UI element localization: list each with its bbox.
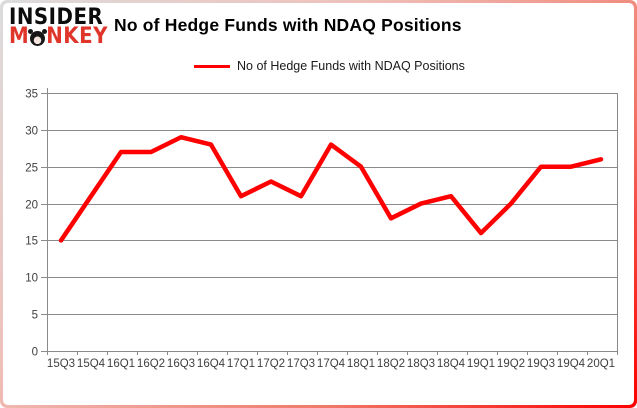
x-tick-label: 17Q2	[257, 358, 285, 370]
x-tick-label: 17Q4	[317, 358, 346, 370]
y-tick-label: 5	[32, 310, 38, 322]
y-tick-label: 10	[25, 273, 38, 285]
x-tick-label: 16Q3	[167, 358, 195, 370]
x-tick-label: 16Q2	[137, 358, 165, 370]
x-tick-label: 18Q3	[407, 358, 435, 370]
monkey-face-icon	[28, 28, 48, 46]
insider-monkey-logo: INSIDER M NKEY	[9, 5, 108, 49]
x-tick-label: 17Q3	[287, 358, 315, 370]
y-tick-label: 15	[25, 236, 38, 248]
x-tick-label: 19Q1	[467, 358, 495, 370]
x-tick-label: 19Q3	[527, 358, 555, 370]
x-tick-label: 15Q4	[77, 358, 106, 370]
y-tick-label: 25	[25, 163, 38, 175]
logo-monkey-m: M	[9, 23, 30, 49]
x-tick-label: 19Q2	[497, 358, 525, 370]
x-tick-label: 16Q4	[197, 358, 226, 370]
x-tick-label: 19Q4	[557, 358, 586, 370]
x-tick-label: 18Q1	[347, 358, 375, 370]
y-tick-label: 20	[25, 200, 38, 212]
logo-monkey-nkey: NKEY	[46, 23, 108, 49]
x-tick-label: 20Q1	[587, 358, 615, 370]
logo-text-monkey: M NKEY	[9, 23, 108, 49]
chart-title: No of Hedge Funds with NDAQ Positions	[114, 15, 462, 35]
logo-text-insider: INSIDER	[9, 5, 104, 30]
y-tick-label: 0	[32, 347, 38, 359]
legend-line-swatch	[194, 64, 230, 68]
x-tick-label: 18Q4	[437, 358, 466, 370]
series-line	[58, 134, 604, 243]
y-tick-label: 30	[25, 126, 38, 138]
x-tick-label: 18Q2	[377, 358, 405, 370]
x-tick-label: 16Q1	[107, 358, 135, 370]
legend: No of Hedge Funds with NDAQ Positions	[194, 59, 465, 73]
legend-label: No of Hedge Funds with NDAQ Positions	[237, 59, 465, 73]
y-tick-label: 35	[25, 89, 38, 101]
x-tick-label: 17Q1	[227, 358, 255, 370]
x-tick-label: 15Q3	[47, 358, 75, 370]
